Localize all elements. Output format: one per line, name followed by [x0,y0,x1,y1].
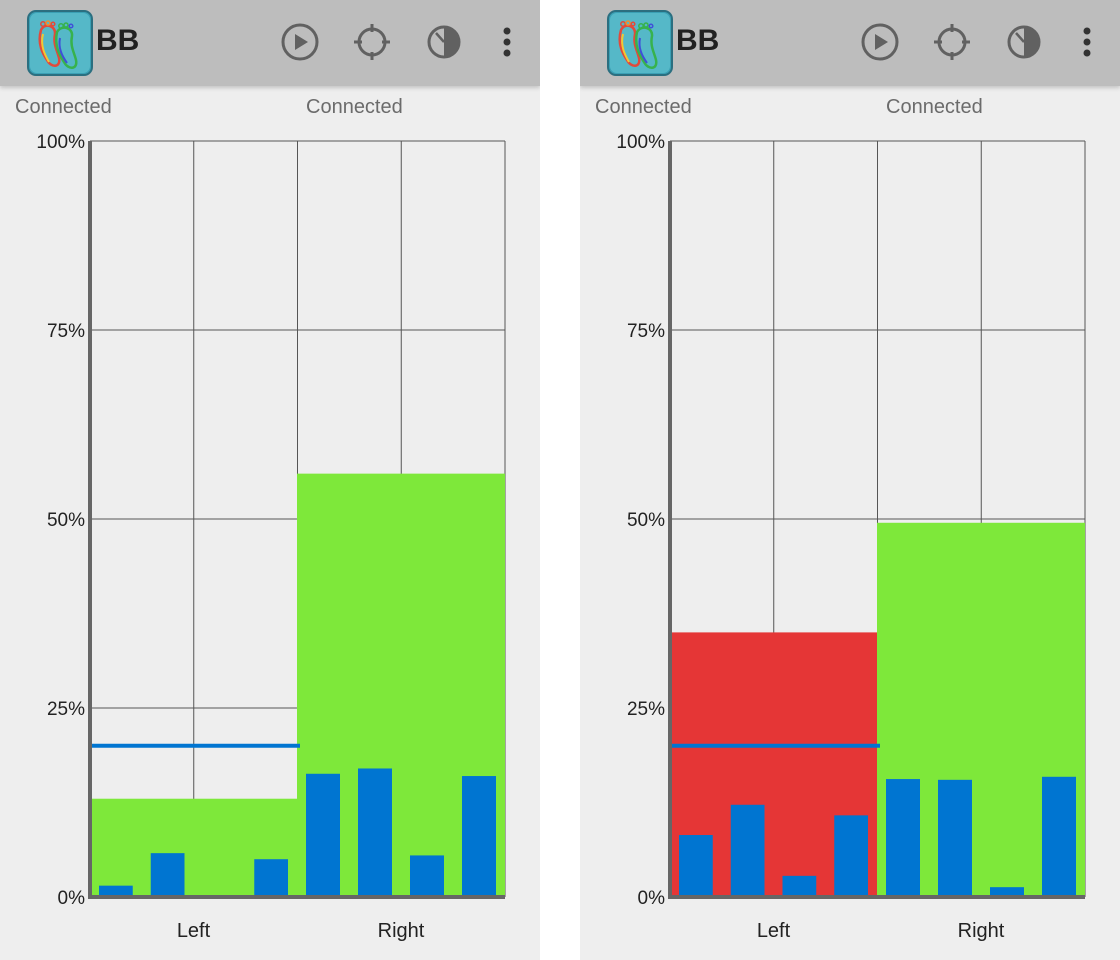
y-tick-label: 50% [47,510,85,531]
play-circle-icon [281,23,319,61]
app-title: BB [96,24,140,57]
app-logo-icon [27,10,93,76]
category-label-right: Right [958,920,1005,942]
timer-icon [1007,25,1041,59]
sensor-bar [410,855,444,897]
sensor-bar [254,859,288,897]
sensor-bar [938,779,972,897]
timer-icon [427,25,461,59]
crosshair-icon [354,24,390,60]
y-tick-label: 75% [47,321,85,342]
app-logo-icon [607,10,673,76]
category-label-left: Left [177,920,211,942]
sensor-bar [1042,776,1076,897]
calibrate-button[interactable] [930,20,974,64]
sensor-bar [462,776,496,897]
timer-button[interactable] [1002,20,1046,64]
phone-screen-left: BB [0,0,540,960]
sensor-bar [730,804,765,897]
crosshair-icon [934,24,970,60]
sensor-bar [834,815,868,897]
overflow-menu-button[interactable] [485,20,529,64]
pressure-chart: 0% 25% 50% 75% 100% Left Right [36,132,506,942]
left-connection-status: Connected [15,96,112,118]
y-tick-label: 75% [627,321,665,342]
y-tick-label: 100% [616,132,665,153]
play-button[interactable] [278,20,322,64]
y-tick-label: 25% [47,699,85,720]
y-tick-label: 25% [627,699,665,720]
y-tick-label: 0% [638,888,666,909]
pressure-chart: 0% 25% 50% 75% 100% Left Right [616,132,1086,942]
calibrate-button[interactable] [350,20,394,64]
sensor-bar [886,779,920,897]
sensor-bar [679,835,713,897]
overflow-menu-icon [503,27,511,57]
overflow-menu-button[interactable] [1065,20,1109,64]
play-circle-icon [861,23,899,61]
sensor-bar [358,768,392,897]
right-connection-status: Connected [886,96,983,118]
sensor-bar [990,887,1024,897]
phone-screen-right: BB [580,0,1120,960]
sensor-bar [150,853,185,897]
y-tick-label: 100% [36,132,85,153]
timer-button[interactable] [422,20,466,64]
app-bar: BB [580,0,1120,86]
y-tick-label: 0% [58,888,86,909]
category-label-left: Left [757,920,791,942]
left-connection-status: Connected [595,96,692,118]
app-title: BB [676,24,720,57]
sensor-bar [99,885,133,897]
y-tick-label: 50% [627,510,665,531]
app-bar: BB [0,0,540,86]
right-connection-status: Connected [306,96,403,118]
overflow-menu-icon [1083,27,1091,57]
sensor-bar [306,773,340,897]
play-button[interactable] [858,20,902,64]
category-label-right: Right [378,920,425,942]
sensor-bar [782,875,817,897]
